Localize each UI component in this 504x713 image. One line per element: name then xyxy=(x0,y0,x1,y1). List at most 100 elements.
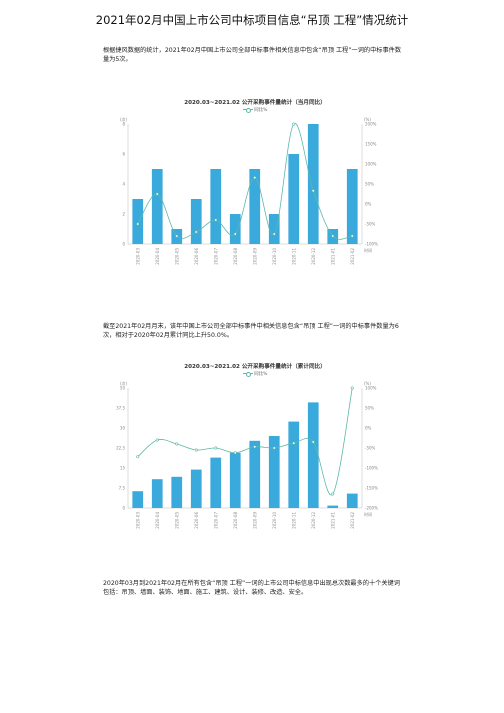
bar xyxy=(307,402,319,508)
line-point xyxy=(272,232,276,236)
line-point xyxy=(194,448,198,452)
right-tick-label: 50% xyxy=(365,182,374,187)
line-point xyxy=(350,234,354,238)
x-tick-label: 2021-02 xyxy=(350,248,355,265)
left-tick-label: 37.5 xyxy=(116,406,125,411)
legend-line-icon xyxy=(242,371,253,377)
bar xyxy=(268,436,280,508)
chart-legend: 同比% xyxy=(110,107,400,113)
series-line xyxy=(137,123,353,240)
line-point xyxy=(194,230,198,234)
right-axis-unit: (%) xyxy=(364,381,371,386)
line-point xyxy=(136,455,140,459)
summary-paragraph: 截至2021年02月月末，该年中国上市公司全部中标事件中相关信息包含“吊顶 工程… xyxy=(103,323,399,339)
cumulative-chart: 2020.03~2021.02 公开采购事件量统计（累计同比） 同比% (次)(… xyxy=(110,362,400,540)
x-tick-label: 2020-03 xyxy=(135,248,140,265)
chart-svg: (次) (%) 0 2 4 6 8 -100% -50% 0% 50% 100% 150% 200% 202… xyxy=(120,116,378,265)
chart-legend: 同比% xyxy=(110,371,400,377)
bar xyxy=(132,491,144,508)
bar xyxy=(210,169,222,244)
chart-svg: (次) (%) 0 7.5 15 22.5 30 37.5 50 -200% -150% -100% -… xyxy=(116,380,378,529)
line-point xyxy=(136,222,140,226)
left-tick-label: 30 xyxy=(120,426,126,431)
x-tick-label: 2020-04 xyxy=(155,512,160,529)
line-point xyxy=(292,122,296,126)
x-tick-label: 2020-09 xyxy=(252,512,257,529)
right-tick-label: -150% xyxy=(365,486,378,491)
page-title: 2021年02月中国上市公司中标项目信息“吊顶 工程”情况统计 xyxy=(95,13,409,27)
line-point xyxy=(272,446,276,450)
x-tick-label: 2020-03 xyxy=(135,512,140,529)
left-tick-label: 8 xyxy=(122,122,125,127)
right-tick-label: 100% xyxy=(365,162,377,167)
right-tick-label: 200% xyxy=(365,122,377,127)
left-tick-label: 7.5 xyxy=(119,486,126,491)
line-point xyxy=(292,441,296,445)
bar xyxy=(190,469,202,508)
right-tick-label: -100% xyxy=(365,242,378,247)
line-point xyxy=(253,176,257,180)
bar xyxy=(249,169,261,244)
x-tick-label: 2020-06 xyxy=(194,512,199,529)
x-tick-label: 2020-08 xyxy=(233,248,238,265)
bar xyxy=(229,452,241,508)
x-tick-label: 2020-11 xyxy=(291,248,296,265)
right-tick-label: -200% xyxy=(365,506,378,511)
right-tick-label: 0% xyxy=(365,202,372,207)
x-tick-label: 2020-07 xyxy=(213,512,218,529)
line-point xyxy=(155,192,159,196)
x-tick-label: 2020-05 xyxy=(174,248,179,265)
line-point xyxy=(311,189,315,193)
right-tick-label: 100% xyxy=(365,386,377,391)
bar xyxy=(268,214,280,244)
line-point xyxy=(233,232,237,236)
right-tick-label: 0% xyxy=(365,426,372,431)
line-point xyxy=(214,446,218,450)
x-tick-label: 2020-11 xyxy=(291,512,296,529)
left-tick-label: 15 xyxy=(120,466,126,471)
left-axis-unit: (次) xyxy=(120,380,128,386)
left-tick-label: 2 xyxy=(122,212,125,217)
line-point xyxy=(350,386,354,390)
x-tick-label: 2020-12 xyxy=(311,512,316,529)
left-tick-label: 4 xyxy=(122,182,125,187)
bar xyxy=(288,154,300,244)
line-point xyxy=(175,442,179,446)
bar xyxy=(210,457,222,508)
line-point xyxy=(175,234,179,238)
line-point xyxy=(331,234,335,238)
intro-paragraph: 根据捷风数据的统计，2021年02月中国上市公司全部中标事件相关信息中包含“吊顶… xyxy=(103,47,402,63)
x-tick-label: 2020-06 xyxy=(194,248,199,265)
x-tick-label: 2020-10 xyxy=(272,248,277,265)
left-tick-label: 0 xyxy=(122,506,125,511)
x-axis-suffix: 时间 xyxy=(364,511,372,517)
line-point xyxy=(155,438,159,442)
line-point xyxy=(253,445,257,449)
left-tick-label: 50 xyxy=(120,386,126,391)
line-point xyxy=(331,492,335,496)
left-tick-label: 0 xyxy=(122,242,125,247)
legend-label: 同比% xyxy=(254,108,268,113)
x-tick-label: 2021-01 xyxy=(330,512,335,529)
right-tick-label: 50% xyxy=(365,406,374,411)
x-tick-label: 2021-02 xyxy=(350,512,355,529)
legend-label: 同比% xyxy=(254,372,268,377)
bar xyxy=(307,124,319,244)
legend-line-icon xyxy=(242,107,253,113)
x-tick-label: 2020-10 xyxy=(272,512,277,529)
right-tick-label: -50% xyxy=(365,446,376,451)
x-axis-suffix: 时间 xyxy=(364,247,372,253)
bar xyxy=(190,199,202,244)
x-tick-label: 2020-07 xyxy=(213,248,218,265)
bar xyxy=(151,479,163,508)
x-tick-label: 2021-01 xyxy=(330,248,335,265)
bar xyxy=(151,169,163,244)
bar xyxy=(327,505,339,508)
x-tick-label: 2020-09 xyxy=(252,248,257,265)
x-tick-label: 2020-04 xyxy=(155,248,160,265)
left-axis-unit: (次) xyxy=(120,116,128,122)
keywords-paragraph: 2020年03月到2021年02月在所有包含“吊顶 工程”一词的上市公司中标信息… xyxy=(103,580,400,596)
bar xyxy=(346,493,358,508)
right-tick-label: -100% xyxy=(365,466,378,471)
bar xyxy=(288,421,300,508)
